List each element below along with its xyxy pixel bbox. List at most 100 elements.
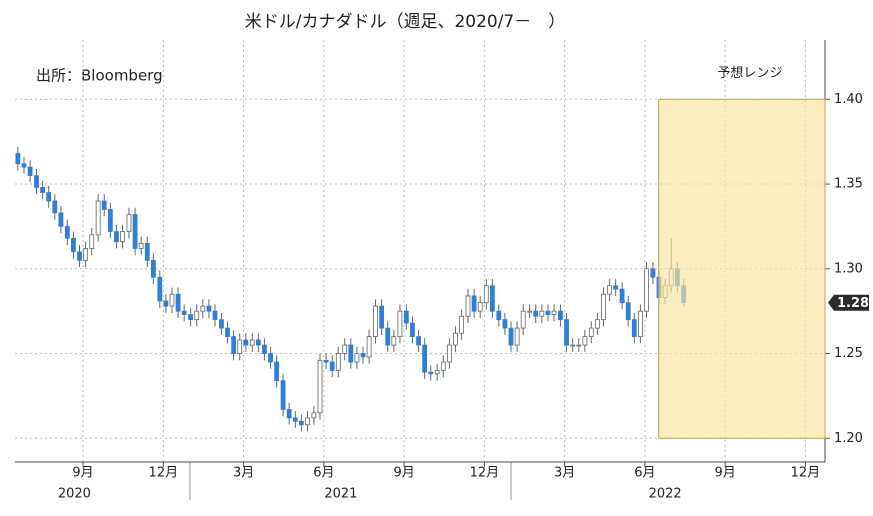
candle-body [138, 242, 144, 249]
candle-body [298, 420, 304, 426]
candle-body [71, 237, 76, 253]
candle-body [150, 259, 156, 278]
year-label: 2020 [58, 487, 91, 502]
candle-body [545, 310, 551, 315]
candle-body [625, 302, 631, 321]
candle-body [564, 319, 569, 346]
candle-body [274, 361, 280, 382]
candle-body [163, 300, 169, 307]
candle-body [428, 371, 434, 375]
candle-body [335, 353, 341, 371]
candle-body [391, 336, 397, 346]
candle-body [89, 234, 95, 249]
x-tick-label: 12月 [470, 466, 500, 481]
candle-body [181, 310, 187, 315]
year-label: 2022 [649, 487, 682, 502]
candle-body [83, 248, 89, 261]
candle-body [225, 327, 230, 337]
candle-body [194, 310, 200, 321]
candle-body [650, 268, 656, 278]
source-note: 出所：Bloomberg [36, 67, 163, 85]
year-label: 2021 [324, 487, 357, 502]
x-tick-label: 9月 [72, 466, 93, 481]
candle-body [77, 251, 82, 261]
candle-body [34, 175, 39, 188]
candle-body [262, 344, 267, 354]
candle-body [323, 359, 329, 363]
candle-body [631, 319, 637, 337]
candle-body [200, 305, 206, 312]
candle-body [107, 209, 113, 232]
candle-body [533, 310, 539, 317]
chart-title: 米ドル/カナダドル（週足、2020/7－ ） [245, 12, 566, 32]
candle-body [582, 336, 588, 346]
x-tick-label: 6月 [634, 466, 655, 481]
candle-body [440, 361, 446, 371]
candle-body [317, 359, 323, 414]
candle-body [292, 417, 298, 422]
y-tick-label: 1.30 [834, 261, 863, 276]
candle-body [637, 310, 643, 337]
candle-body [496, 310, 502, 321]
candle-body [366, 336, 372, 358]
candle-body [255, 339, 261, 346]
candle-body [219, 319, 224, 329]
candle-body [465, 295, 471, 317]
candle-body [527, 310, 533, 313]
x-tick-label: 6月 [313, 466, 334, 481]
candle-body [502, 319, 508, 329]
candle-body [169, 293, 175, 307]
candle-body [188, 314, 194, 321]
candle-body [619, 288, 625, 304]
candle-body [249, 339, 255, 346]
candle-body [212, 310, 218, 321]
y-tick-label: 1.25 [834, 346, 863, 361]
candle-body [397, 310, 403, 337]
candle-body [206, 305, 212, 312]
candle-body [101, 200, 107, 210]
candle-body [280, 380, 286, 410]
candle-body [403, 310, 409, 324]
candle-body [520, 310, 526, 329]
candle-body [379, 305, 385, 329]
y-tick-label: 1.35 [834, 177, 863, 192]
candle-body [471, 295, 477, 312]
candle-body [459, 315, 464, 334]
candle-body [576, 344, 582, 347]
candle-body [416, 336, 421, 346]
candle-body [588, 327, 594, 337]
candle-body [175, 293, 181, 312]
candle-body [551, 310, 557, 315]
candle-body [373, 305, 378, 337]
candle-body [243, 339, 249, 346]
x-tick-label: 3月 [554, 466, 575, 481]
candle-body [446, 344, 452, 363]
candle-body [132, 214, 138, 249]
candle-body [58, 212, 64, 227]
candle-body [483, 285, 489, 304]
candle-body [157, 276, 163, 302]
candle-body [126, 214, 132, 232]
candle-body [570, 344, 576, 347]
candle-body [385, 327, 391, 346]
price-tag [828, 294, 869, 311]
candle-body [508, 327, 514, 346]
candle-body [434, 370, 440, 375]
forecast-label: 予想レンジ [717, 65, 782, 81]
candle-body [46, 192, 52, 202]
candle-body [342, 344, 348, 354]
price-tag-label: 1.28 [837, 296, 869, 311]
candle-body [305, 417, 310, 426]
candle-body [27, 166, 33, 176]
candle-body [348, 344, 354, 363]
candle-body [286, 409, 292, 419]
forecast-range [658, 98, 826, 439]
candle-body [268, 353, 273, 363]
x-tick-label: 3月 [233, 466, 254, 481]
candle-body [422, 344, 428, 373]
candle-body [539, 310, 545, 317]
candle-body [114, 231, 119, 243]
candle-body [453, 332, 458, 346]
candle-body [21, 163, 27, 168]
